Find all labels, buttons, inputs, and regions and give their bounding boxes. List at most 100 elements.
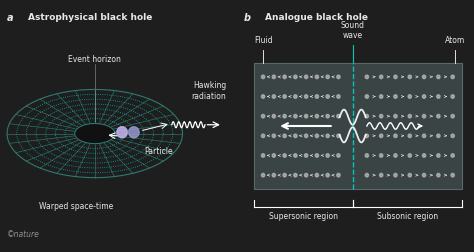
Circle shape [315,75,319,79]
Circle shape [304,95,308,98]
Circle shape [262,134,264,138]
Text: Subsonic region: Subsonic region [377,212,438,221]
Circle shape [315,134,319,138]
Circle shape [422,75,426,79]
Circle shape [326,173,329,177]
Circle shape [272,154,275,157]
Circle shape [337,75,340,79]
Circle shape [272,134,275,138]
Circle shape [128,127,139,138]
Circle shape [283,95,286,98]
Circle shape [394,173,397,177]
Circle shape [326,114,329,118]
Circle shape [394,95,397,98]
Circle shape [408,114,411,118]
Circle shape [337,134,340,138]
Circle shape [422,134,426,138]
Circle shape [365,75,368,79]
Circle shape [283,173,286,177]
Circle shape [283,134,286,138]
Circle shape [451,134,454,138]
Circle shape [422,154,426,157]
Circle shape [380,95,383,98]
Circle shape [422,173,426,177]
Circle shape [326,134,329,138]
Circle shape [380,173,383,177]
Circle shape [394,154,397,157]
Circle shape [294,134,297,138]
Circle shape [380,134,383,138]
Circle shape [272,75,275,79]
Text: b: b [244,13,251,23]
Circle shape [283,154,286,157]
Text: Analogue black hole: Analogue black hole [265,13,368,22]
Text: Hawking
radiation: Hawking radiation [191,81,226,101]
Circle shape [283,75,286,79]
Text: Astrophysical black hole: Astrophysical black hole [28,13,153,22]
Circle shape [326,154,329,157]
Circle shape [408,173,411,177]
Circle shape [315,154,319,157]
Circle shape [272,173,275,177]
Circle shape [304,114,308,118]
Circle shape [437,134,440,138]
Circle shape [365,114,368,118]
Circle shape [262,114,264,118]
Circle shape [337,154,340,157]
Circle shape [262,154,264,157]
Circle shape [365,134,368,138]
Circle shape [437,75,440,79]
Circle shape [365,154,368,157]
Circle shape [337,114,340,118]
Circle shape [408,154,411,157]
Circle shape [451,154,454,157]
Circle shape [394,134,397,138]
Circle shape [315,95,319,98]
Circle shape [394,114,397,118]
Circle shape [294,114,297,118]
Circle shape [451,173,454,177]
Text: Warped space-time: Warped space-time [39,202,113,211]
Text: Fluid: Fluid [254,36,273,45]
Text: ©nature: ©nature [7,230,40,239]
Polygon shape [75,123,115,144]
Circle shape [365,173,368,177]
Circle shape [272,95,275,98]
Circle shape [451,75,454,79]
Circle shape [262,95,264,98]
Circle shape [326,95,329,98]
Circle shape [283,114,286,118]
Circle shape [380,75,383,79]
Circle shape [380,154,383,157]
Circle shape [451,114,454,118]
Text: Sound
wave: Sound wave [341,21,365,40]
Circle shape [294,154,297,157]
Text: Supersonic region: Supersonic region [269,212,337,221]
Circle shape [437,95,440,98]
Circle shape [272,114,275,118]
Circle shape [262,173,264,177]
Circle shape [294,75,297,79]
Circle shape [304,173,308,177]
Circle shape [365,95,368,98]
Circle shape [437,114,440,118]
Circle shape [315,173,319,177]
Circle shape [294,173,297,177]
Circle shape [337,173,340,177]
Circle shape [304,154,308,157]
Text: Event horizon: Event horizon [68,55,121,64]
Circle shape [408,95,411,98]
Circle shape [294,95,297,98]
Circle shape [262,75,264,79]
Circle shape [380,114,383,118]
Circle shape [422,95,426,98]
Circle shape [304,134,308,138]
Circle shape [315,114,319,118]
Circle shape [437,154,440,157]
Text: Particle: Particle [145,147,173,156]
Circle shape [422,114,426,118]
Circle shape [304,75,308,79]
Circle shape [117,127,127,138]
Text: Atom: Atom [445,36,465,45]
Text: a: a [7,13,14,23]
